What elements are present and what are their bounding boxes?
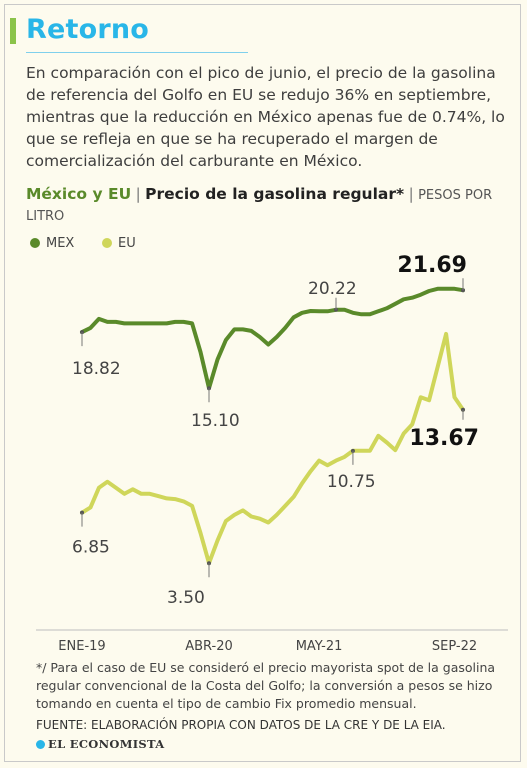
legend-dot-mex — [30, 238, 40, 248]
page-title: Retorno — [26, 14, 150, 45]
chart-title: Precio de la gasolina regular* — [145, 185, 405, 203]
title-accent-bar — [10, 18, 16, 44]
data-label-eu: 13.67 — [409, 426, 479, 451]
data-label-eu: 3.50 — [167, 588, 205, 608]
intro-paragraph: En comparación con el pico de junio, el … — [26, 64, 505, 170]
data-label-eu: 10.75 — [327, 472, 376, 492]
chart-unit: PESOS POR LITRO — [26, 188, 493, 224]
title-rule — [26, 52, 248, 53]
legend-label-eu: EU — [118, 236, 136, 251]
brand-logo: EL ECONOMISTA — [36, 737, 165, 751]
chart-heading-separator: | — [135, 185, 141, 203]
legend-item-eu: EU — [102, 236, 136, 251]
x-tick-label: SEP-22 — [432, 639, 477, 654]
chart-heading-separator: | — [408, 185, 414, 203]
data-label-mex: 15.10 — [191, 411, 240, 431]
data-label-eu: 6.85 — [72, 538, 110, 558]
x-tick-label: MAY-21 — [296, 639, 343, 654]
chart-source: FUENTE: ELABORACIÓN PROPIA CON DATOS DE … — [36, 718, 446, 732]
data-label-mex: 21.69 — [397, 253, 467, 278]
series-line-eu — [80, 331, 465, 566]
data-label-mex: 18.82 — [72, 359, 121, 379]
chart-heading-countries: México y EU — [26, 185, 132, 203]
x-tick-label: ABR-20 — [185, 639, 233, 654]
brand-icon — [36, 740, 45, 749]
x-tick-label: ENE-19 — [58, 639, 105, 654]
brand-name: EL ECONOMISTA — [48, 737, 165, 751]
series-line-mex — [80, 286, 465, 391]
chart-heading: México y EU | Precio de la gasolina regu… — [26, 184, 506, 227]
chart-footnote: */ Para el caso de EU se consideró el pr… — [36, 660, 496, 711]
legend-item-mex: MEX — [30, 236, 74, 251]
data-label-mex: 20.22 — [308, 279, 357, 299]
legend-label-mex: MEX — [46, 236, 75, 251]
legend-dot-eu — [102, 238, 112, 248]
